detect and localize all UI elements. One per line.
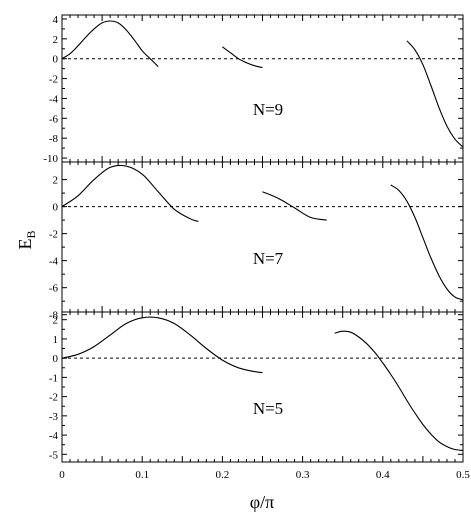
y-tick-label: -1 (49, 372, 58, 384)
panel-label: N=5 (253, 399, 283, 418)
series-line-1 (61, 20, 159, 67)
y-tick-label: -3 (49, 411, 59, 423)
y-tick-label: 1 (53, 334, 59, 346)
y-axis-label-subscript: B (24, 230, 38, 238)
panel-frame (61, 14, 464, 163)
y-tick-label: -6 (49, 283, 59, 295)
series-line-1 (61, 316, 263, 374)
y-tick-label: 0 (53, 54, 59, 66)
series-line-2 (262, 191, 327, 221)
series-line-3 (390, 184, 464, 301)
y-tick-label: -10 (43, 153, 58, 165)
y-tick-label: 2 (53, 175, 59, 187)
panel-label: N=9 (253, 100, 283, 119)
series-line-3 (406, 40, 464, 148)
y-tick-label: -4 (49, 256, 59, 268)
x-tick-label: 0.5 (456, 469, 470, 481)
y-tick-label: 0 (53, 353, 59, 365)
y-tick-label: -4 (49, 93, 59, 105)
panels: 4 2 0 -2 -4 -6 -8 -10 N=9 2 0 -2 -4 -6 -8 N=7 2 1 0 -1 -2 -3 -… (43, 14, 470, 481)
y-tick-label: -2 (49, 74, 58, 86)
y-tick-label: 0 (53, 202, 59, 214)
y-tick-label: -8 (49, 133, 59, 145)
y-tick-label: -2 (49, 229, 58, 241)
panel-3: 2 1 0 -1 -2 -3 -4 -5 N=5 (49, 311, 464, 463)
x-tick-label: 0.1 (135, 469, 149, 481)
y-tick-label: -4 (49, 430, 59, 442)
y-tick-label: 2 (53, 34, 59, 46)
series-line-1 (61, 164, 199, 223)
panel-2: 2 0 -2 -4 -6 -8 N=7 (49, 161, 464, 322)
x-tick-label: 0.2 (216, 469, 230, 481)
y-axis-label: EB (15, 230, 38, 249)
y-tick-label: 2 (53, 315, 59, 327)
x-tick-label: 0.3 (296, 469, 310, 481)
y-tick-label: -2 (49, 392, 58, 404)
panel-1: 4 2 0 -2 -4 -6 -8 -10 N=9 (43, 14, 464, 165)
y-tick-label: -6 (49, 113, 59, 125)
y-axis-label-main: E (15, 239, 35, 250)
x-tick-label: 0.4 (376, 469, 390, 481)
panel-frame (61, 311, 464, 463)
y-tick-label: -5 (49, 449, 59, 461)
x-tick-label: 0 (59, 469, 65, 481)
x-axis-label: φ/π (250, 492, 274, 512)
y-tick-label: -8 (49, 310, 59, 322)
panel-frame (61, 161, 464, 313)
series-line-2 (222, 46, 263, 69)
y-tick-label: 4 (53, 14, 59, 26)
series-line-2 (334, 330, 464, 452)
panel-label: N=7 (253, 249, 284, 268)
